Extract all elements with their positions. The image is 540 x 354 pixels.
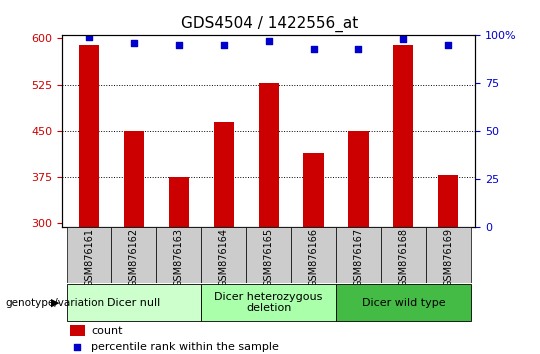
Point xyxy=(130,40,138,46)
Point xyxy=(309,46,318,52)
Text: GSM876167: GSM876167 xyxy=(354,228,363,287)
Bar xyxy=(291,227,336,283)
Bar xyxy=(259,84,279,227)
Bar xyxy=(168,177,189,227)
Point xyxy=(73,344,82,350)
Point xyxy=(265,38,273,44)
Bar xyxy=(70,325,85,336)
Bar xyxy=(201,227,246,283)
Bar xyxy=(336,227,381,283)
Text: GSM876166: GSM876166 xyxy=(308,228,319,287)
Bar xyxy=(79,45,99,227)
Bar xyxy=(124,131,144,227)
Text: count: count xyxy=(91,326,123,336)
Text: GSM876161: GSM876161 xyxy=(84,228,94,287)
Text: Dicer heterozygous
deletion: Dicer heterozygous deletion xyxy=(214,292,323,314)
Bar xyxy=(66,227,111,283)
Bar xyxy=(111,227,157,283)
Bar xyxy=(303,153,323,227)
Bar xyxy=(393,45,414,227)
Bar xyxy=(426,227,471,283)
Bar xyxy=(201,284,336,321)
Text: GSM876163: GSM876163 xyxy=(174,228,184,287)
Text: GSM876168: GSM876168 xyxy=(399,228,408,287)
Text: GSM876169: GSM876169 xyxy=(443,228,453,287)
Bar xyxy=(438,175,458,227)
Bar xyxy=(381,227,426,283)
Text: GSM876162: GSM876162 xyxy=(129,228,139,287)
Text: percentile rank within the sample: percentile rank within the sample xyxy=(91,342,279,352)
Text: GDS4504 / 1422556_at: GDS4504 / 1422556_at xyxy=(181,16,359,32)
Bar xyxy=(246,227,291,283)
Bar xyxy=(157,227,201,283)
Bar xyxy=(66,284,201,321)
Text: Dicer null: Dicer null xyxy=(107,298,160,308)
Bar xyxy=(336,284,471,321)
Point xyxy=(174,42,183,48)
Text: Dicer wild type: Dicer wild type xyxy=(362,298,445,308)
Bar xyxy=(214,122,234,227)
Point xyxy=(85,34,93,40)
Point xyxy=(354,46,363,52)
Text: genotype/variation: genotype/variation xyxy=(5,298,105,308)
Point xyxy=(444,42,453,48)
Text: GSM876164: GSM876164 xyxy=(219,228,229,287)
Text: GSM876165: GSM876165 xyxy=(264,228,274,287)
Point xyxy=(219,42,228,48)
Point xyxy=(399,36,408,42)
Text: ▶: ▶ xyxy=(51,298,59,308)
Bar xyxy=(348,131,369,227)
